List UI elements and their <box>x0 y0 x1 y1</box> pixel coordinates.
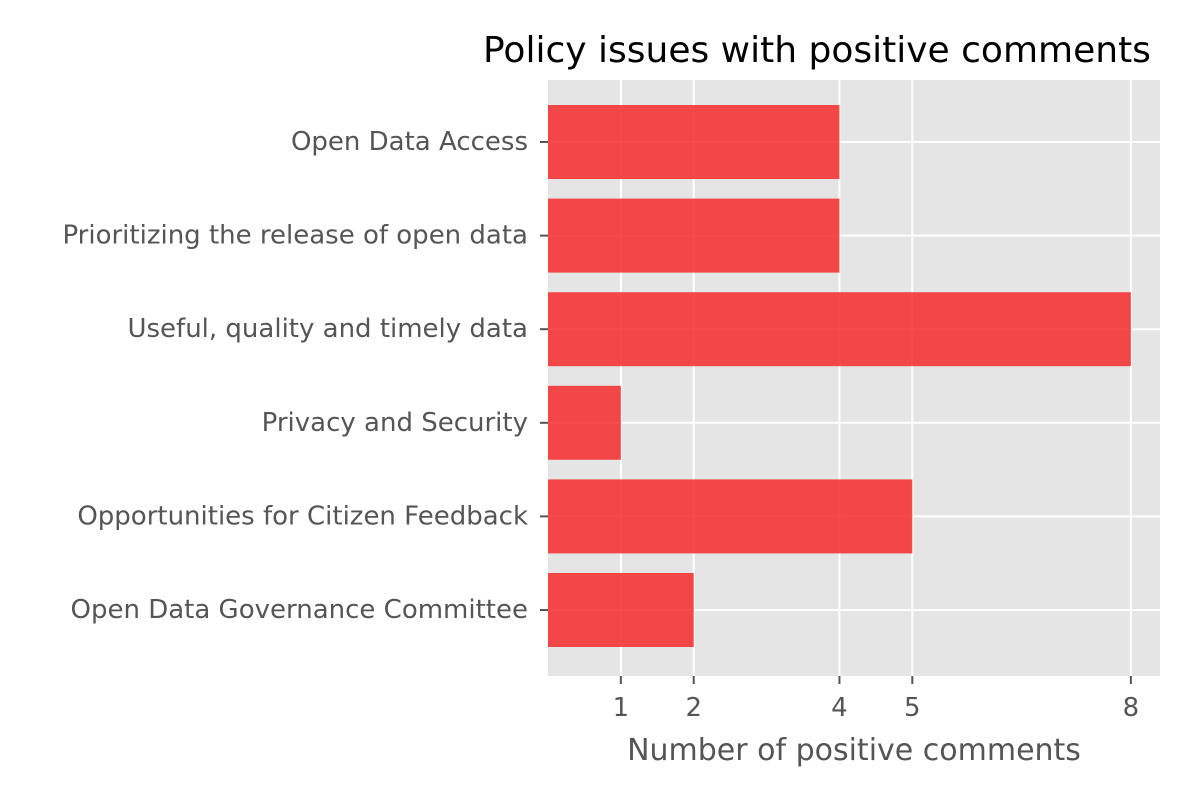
x-axis-title: Number of positive comments <box>627 733 1081 768</box>
y-tick-label: Useful, quality and timely data <box>127 314 528 344</box>
bar <box>548 385 621 460</box>
x-tick-label: 8 <box>1123 693 1140 723</box>
y-tick-label: Privacy and Security <box>262 408 528 438</box>
y-tick-label: Open Data Access <box>291 127 528 157</box>
y-tick-label: Open Data Governance Committee <box>71 595 529 625</box>
y-tick-label: Prioritizing the release of open data <box>62 221 528 251</box>
x-axis-ticks: 1 2 4 5 8 <box>613 676 1140 723</box>
x-tick-label: 4 <box>831 693 848 723</box>
bar <box>548 198 840 273</box>
bar <box>548 105 840 179</box>
bar <box>548 292 1131 367</box>
x-tick-label: 1 <box>613 693 630 723</box>
bar <box>548 573 694 647</box>
chart-title: Policy issues with positive comments <box>483 30 1151 71</box>
y-tick-label: Opportunities for Citizen Feedback <box>77 501 528 531</box>
x-tick-label: 2 <box>685 693 702 723</box>
bars <box>548 105 1131 647</box>
y-axis-ticks: Open Data Access Prioritizing the release… <box>62 127 548 625</box>
x-tick-label: 5 <box>904 693 921 723</box>
bar <box>548 479 913 554</box>
